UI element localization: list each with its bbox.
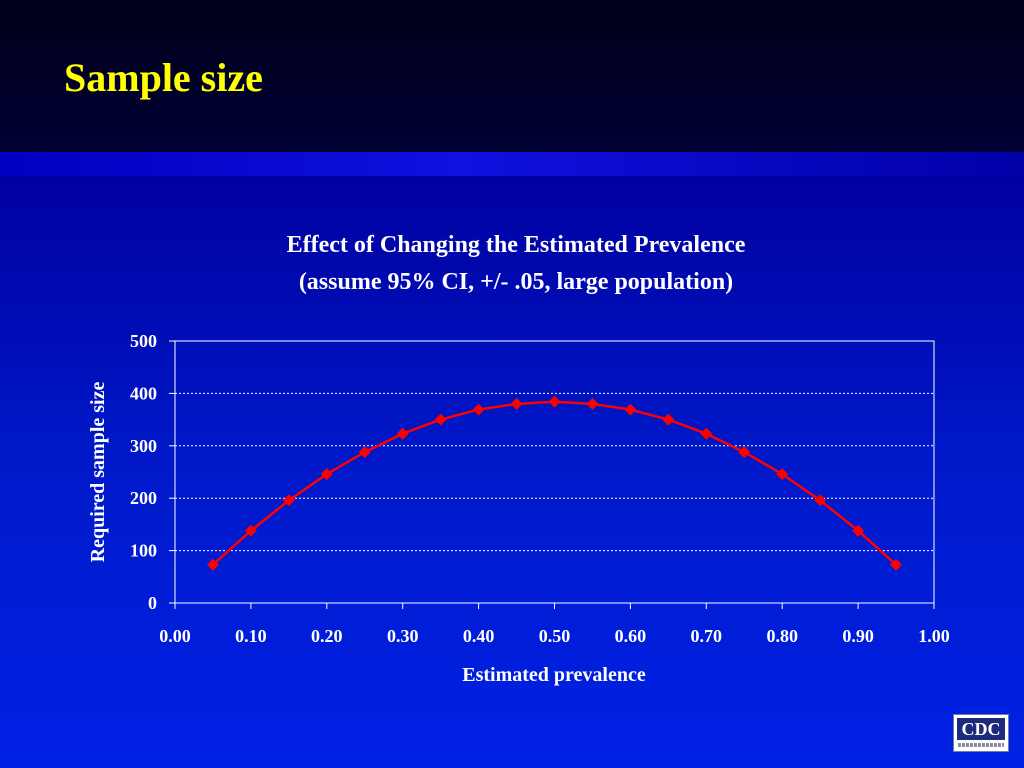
data-point-marker (738, 446, 751, 459)
data-point-marker (776, 468, 789, 481)
y-axis-label: Required sample size (87, 382, 109, 563)
axes: 0 100 200 300 400 500 0.00 0.10 0.20 0.30 0.40 0.50… (130, 331, 950, 646)
data-point-marker (852, 524, 865, 537)
cdc-logo-fineprint (958, 743, 1004, 747)
y-tick-label: 100 (130, 541, 157, 561)
data-point-marker (396, 427, 409, 440)
x-tick-label: 0.80 (766, 626, 798, 646)
x-tick-label: 0.50 (539, 626, 571, 646)
x-tick-label: 0.60 (615, 626, 647, 646)
data-point-marker (624, 403, 637, 416)
title-band (0, 0, 1024, 152)
data-point-marker (548, 395, 561, 408)
x-tick-label: 0.40 (463, 626, 495, 646)
data-point-marker (814, 494, 827, 507)
gridlines (175, 392, 934, 552)
series-line (212, 400, 897, 566)
y-tick-label: 400 (130, 383, 157, 403)
slide-title: Sample size (64, 55, 263, 100)
cdc-logo-badge: CDC (957, 718, 1005, 740)
x-tick-label: 1.00 (918, 626, 950, 646)
data-point-marker (662, 413, 675, 426)
chart-title-line-1: Effect of Changing the Estimated Prevale… (287, 232, 746, 258)
data-point-marker (586, 397, 599, 410)
y-tick-label: 300 (130, 436, 157, 456)
x-tick-label: 0.70 (691, 626, 723, 646)
data-point-marker (244, 524, 257, 537)
data-point-marker (358, 446, 371, 459)
chart-title-line-2: (assume 95% CI, +/- .05, large populatio… (299, 269, 733, 295)
data-point-marker (510, 397, 523, 410)
x-tick-label: 0.10 (235, 626, 267, 646)
y-tick-label: 500 (130, 331, 157, 351)
cdc-logo: CDC (953, 714, 1009, 752)
x-tick-label: 0.00 (159, 626, 191, 646)
data-point-marker (700, 427, 713, 440)
cdc-logo-text: CDC (961, 719, 1001, 739)
data-point-marker (206, 558, 219, 571)
title-divider-bar (0, 152, 1024, 176)
x-tick-label: 0.90 (842, 626, 874, 646)
data-point-marker (320, 468, 333, 481)
x-axis-label: Estimated prevalence (462, 664, 646, 686)
x-tick-label: 0.20 (311, 626, 343, 646)
data-point-marker (472, 403, 485, 416)
y-tick-label: 0 (148, 593, 157, 613)
plot-area (174, 340, 935, 604)
data-point-marker (434, 413, 447, 426)
data-point-marker (282, 494, 295, 507)
y-tick-label: 200 (130, 488, 157, 508)
x-tick-label: 0.30 (387, 626, 419, 646)
series-prevalence (206, 395, 903, 571)
data-point-marker (890, 558, 903, 571)
